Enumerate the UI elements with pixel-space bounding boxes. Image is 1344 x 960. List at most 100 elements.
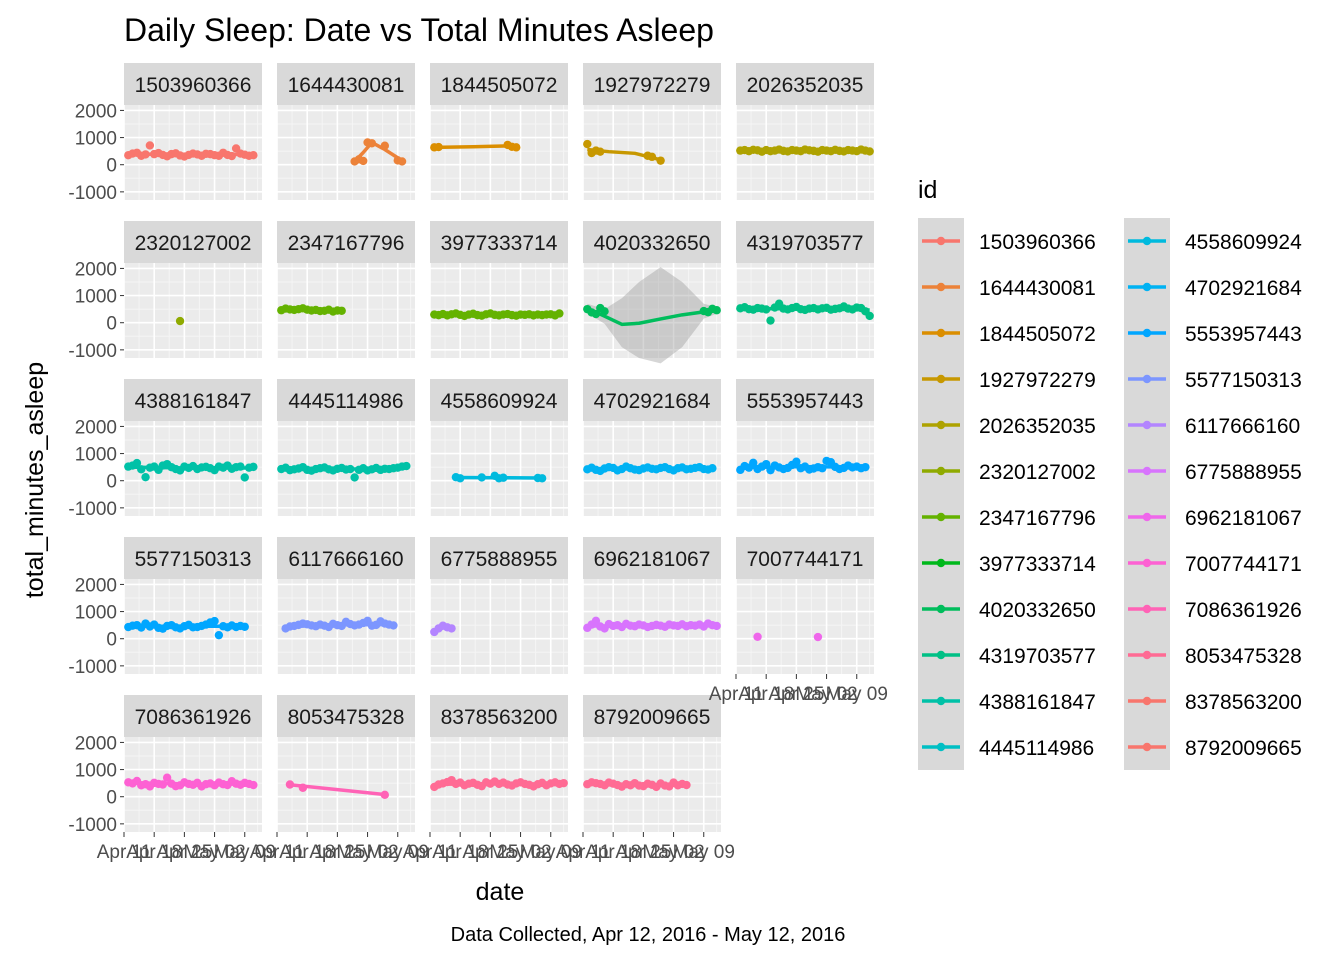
facet-strip-label: 8378563200 xyxy=(441,706,558,729)
legend-key-point xyxy=(936,282,946,292)
trend-line xyxy=(434,143,517,150)
legend-item: 4020332650 xyxy=(922,599,1096,622)
legend-label: 1844505072 xyxy=(979,323,1096,346)
facet-panel: 1844505072 xyxy=(429,63,568,200)
facet-strip-label: 1503960366 xyxy=(135,74,252,97)
facet-panel: 1503960366 2000 1000 0 -1000 xyxy=(68,63,262,204)
legend-key-point xyxy=(936,466,946,476)
facet-panel: 5553957443 xyxy=(735,379,874,516)
data-point xyxy=(499,473,508,482)
facet-strip xyxy=(124,695,262,737)
legend-label: 2026352035 xyxy=(979,415,1096,438)
legend-key-background xyxy=(918,218,964,770)
x-tick-label: Apr 18 xyxy=(585,842,641,863)
legend-item: 7086361926 xyxy=(1128,599,1302,622)
data-point xyxy=(865,147,874,156)
data-point xyxy=(753,632,762,642)
legend-label: 2347167796 xyxy=(979,507,1096,530)
facet-strip xyxy=(277,379,415,421)
data-point xyxy=(162,773,172,782)
facet-strip-label: 7086361926 xyxy=(135,706,252,729)
y-axis-title: total_minutes_asleep xyxy=(21,362,49,598)
legend-item: 1927972279 xyxy=(922,369,1096,392)
facet-strip xyxy=(124,537,262,579)
data-point xyxy=(141,150,150,159)
y-tick-label: 2000 xyxy=(75,259,117,280)
legend-key-point xyxy=(936,558,946,568)
legend-key-point xyxy=(1142,236,1152,246)
facet-strip xyxy=(583,695,721,737)
y-tick-label: 1000 xyxy=(75,761,117,782)
y-tick-label: 1000 xyxy=(75,603,117,624)
data-point xyxy=(137,465,146,474)
legend-label: 8053475328 xyxy=(1185,645,1302,668)
data-point xyxy=(818,464,827,473)
x-tick-label: May 02 xyxy=(336,842,398,863)
facet-strip-label: 2320127002 xyxy=(135,232,252,255)
data-point xyxy=(214,630,224,640)
legend-item: 4319703577 xyxy=(922,645,1096,668)
facet-strip xyxy=(430,695,568,737)
data-point xyxy=(861,462,870,472)
legend-item: 2026352035 xyxy=(922,415,1096,438)
legend-label: 6775888955 xyxy=(1185,461,1302,484)
panel-background xyxy=(124,263,262,358)
x-tick-label: Apr 18 xyxy=(432,842,488,863)
facet-panel: 2320127002 2000 1000 0 -1000 xyxy=(68,221,262,362)
data-point xyxy=(389,621,398,630)
legend-label: 4445114986 xyxy=(979,737,1094,760)
facet-strip-label: 8792009665 xyxy=(594,706,711,729)
legend-item: 4558609924 xyxy=(1128,231,1302,254)
legend-label: 6962181067 xyxy=(1185,507,1302,530)
legend-item: 4445114986 xyxy=(922,737,1094,760)
x-tick-label: Apr 11 xyxy=(97,842,152,863)
y-tick-label: 0 xyxy=(106,472,117,493)
facet-strip xyxy=(736,379,874,421)
data-point xyxy=(359,156,368,166)
legend-key-point xyxy=(936,650,946,660)
facet-panel: 8378563200 xyxy=(429,695,568,832)
data-point xyxy=(298,783,308,792)
x-tick-label: May 02 xyxy=(642,842,704,863)
data-point xyxy=(337,306,346,315)
x-tick-label: Apr 11 xyxy=(250,842,305,863)
facet-strip-label: 5577150313 xyxy=(135,548,252,571)
data-point xyxy=(227,151,237,161)
facet-panel: 3977333714 xyxy=(429,221,568,358)
facet-strip-label: 4445114986 xyxy=(288,390,403,413)
data-point xyxy=(583,139,592,149)
data-point xyxy=(591,616,601,625)
legend-key-point xyxy=(936,512,946,522)
facet-strip-label: 6962181067 xyxy=(594,548,711,571)
facet-strip-label: 1644430081 xyxy=(288,74,405,97)
y-tick-label: 2000 xyxy=(75,733,117,754)
facet-strip xyxy=(277,63,415,105)
facet-panel: 4319703577 xyxy=(735,221,874,358)
x-tick-label: Apr 11 xyxy=(403,842,458,863)
legend-label: 5553957443 xyxy=(1185,323,1302,346)
facet-strip xyxy=(277,221,415,263)
legend-item: 6775888955 xyxy=(1128,461,1302,484)
legend-key-point xyxy=(936,604,946,614)
facet-panel: 2026352035 xyxy=(735,63,874,200)
legend-item: 6962181067 xyxy=(1128,507,1302,530)
x-tick-label: May 09 xyxy=(826,684,888,705)
legend-key-point xyxy=(1142,328,1152,338)
data-point xyxy=(249,462,258,472)
facet-panel: 7086361926 2000 1000 0 -1000 xyxy=(68,695,262,836)
facet-strip-label: 7007744171 xyxy=(747,548,864,571)
facet-strip xyxy=(124,221,262,263)
facet-panel: 6117666160 xyxy=(276,537,415,674)
panel-background xyxy=(736,579,874,674)
legend: id 1503960366 1644430081 1844505072 1927972… xyxy=(918,176,1302,770)
data-point xyxy=(555,309,564,318)
data-point xyxy=(477,473,486,482)
x-tick-label: Apr 25 xyxy=(615,842,671,863)
legend-key-point xyxy=(1142,650,1152,660)
data-point xyxy=(158,780,168,789)
panel-background xyxy=(430,105,568,200)
panel-background xyxy=(277,105,415,200)
data-point xyxy=(380,790,390,800)
facet-strip-label: 4558609924 xyxy=(441,390,558,413)
